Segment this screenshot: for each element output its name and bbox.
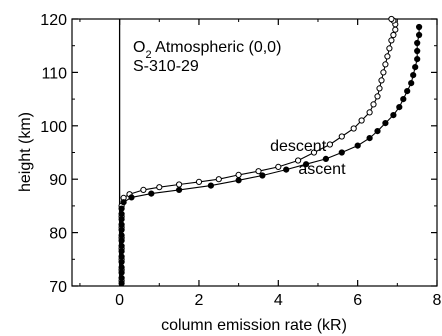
- point-ascent: [390, 112, 397, 119]
- y-axis-ticks: 70 80 90 100 110 120: [40, 12, 437, 296]
- point-descent: [370, 101, 377, 108]
- point-descent: [195, 178, 203, 185]
- point-ascent: [354, 142, 361, 149]
- point-descent: [235, 171, 242, 178]
- point-ascent: [118, 258, 125, 266]
- point-ascent: [118, 221, 125, 228]
- y-tick-label: 90: [49, 172, 67, 189]
- point-ascent: [118, 280, 125, 287]
- point-ascent: [118, 232, 125, 239]
- point-descent: [376, 85, 383, 92]
- point-ascent: [412, 64, 419, 71]
- point-ascent: [118, 226, 125, 233]
- y-tick-label: 100: [40, 119, 67, 136]
- point-ascent: [414, 56, 421, 63]
- point-descent: [388, 37, 395, 44]
- point-ascent: [176, 186, 183, 193]
- point-ascent: [414, 39, 421, 47]
- x-tick-label: 2: [195, 292, 204, 309]
- point-descent: [255, 168, 262, 175]
- x-tick-label: 6: [353, 292, 362, 309]
- point-descent: [390, 31, 397, 39]
- point-ascent: [118, 237, 125, 244]
- point-descent: [388, 15, 395, 23]
- point-ascent: [396, 104, 403, 111]
- point-ascent: [118, 205, 125, 212]
- point-ascent: [410, 72, 417, 79]
- point-ascent: [128, 194, 135, 201]
- y-tick-label: 70: [49, 279, 67, 296]
- point-ascent: [382, 120, 389, 127]
- point-ascent: [400, 96, 407, 103]
- point-descent: [378, 77, 385, 84]
- point-ascent: [235, 177, 242, 184]
- point-ascent: [416, 31, 423, 39]
- point-descent: [350, 125, 357, 132]
- point-ascent: [207, 182, 214, 189]
- point-descent: [215, 176, 222, 183]
- point-descent: [366, 109, 373, 116]
- point-ascent: [408, 80, 415, 87]
- series-label-descent: descent: [270, 138, 327, 155]
- point-descent: [310, 149, 318, 156]
- point-ascent: [416, 23, 423, 31]
- point-ascent: [118, 253, 125, 260]
- x-tick-label: 0: [115, 292, 124, 309]
- point-descent: [275, 163, 282, 170]
- point-ascent: [148, 190, 155, 197]
- point-ascent: [120, 199, 127, 206]
- point-ascent: [338, 149, 345, 156]
- point-descent: [382, 61, 389, 68]
- point-descent: [156, 184, 163, 191]
- point-descent: [338, 133, 345, 140]
- point-ascent: [118, 269, 125, 276]
- annotation-flight: S-310-29: [133, 58, 199, 75]
- point-ascent: [322, 155, 329, 162]
- point-ascent: [404, 88, 411, 95]
- annotation-title: O2 Atmospheric (0,0): [133, 39, 281, 61]
- x-axis-ticks: 0 2 4 6 8: [79, 19, 442, 309]
- point-descent: [295, 157, 302, 164]
- y-axis-label: height (km): [17, 112, 34, 192]
- point-descent: [392, 26, 399, 33]
- point-ascent: [118, 216, 125, 223]
- point-descent: [176, 181, 183, 188]
- series-layer: [118, 15, 423, 287]
- point-descent: [384, 53, 391, 60]
- y-tick-label: 120: [40, 12, 67, 29]
- point-descent: [358, 117, 365, 124]
- point-ascent: [374, 128, 381, 135]
- x-tick-label: 4: [274, 292, 283, 309]
- point-ascent: [414, 47, 421, 55]
- point-ascent: [303, 161, 310, 168]
- point-descent: [380, 69, 387, 76]
- point-descent: [140, 186, 147, 193]
- point-ascent: [283, 166, 290, 173]
- plot-frame: [71, 18, 438, 287]
- point-descent: [374, 93, 381, 100]
- point-ascent: [118, 210, 125, 217]
- point-ascent: [118, 274, 125, 282]
- series-label-ascent: ascent: [298, 161, 346, 178]
- point-descent: [326, 141, 333, 148]
- point-ascent: [366, 135, 373, 142]
- y-tick-label: 80: [49, 226, 67, 243]
- x-tick-label: 8: [433, 292, 442, 309]
- point-ascent: [118, 242, 125, 249]
- point-ascent: [118, 248, 125, 255]
- x-axis-label: column emission rate (kR): [161, 317, 347, 334]
- y-tick-label: 110: [41, 65, 67, 82]
- point-ascent: [118, 264, 125, 271]
- point-descent: [386, 45, 393, 52]
- point-ascent: [259, 172, 266, 179]
